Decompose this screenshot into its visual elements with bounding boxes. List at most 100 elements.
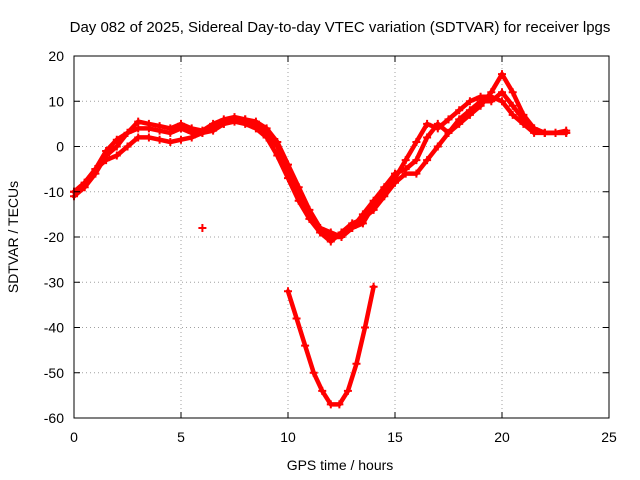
y-tick-label: 0 <box>56 139 64 155</box>
data-point <box>361 323 370 332</box>
x-tick-label: 25 <box>601 429 617 445</box>
data-point <box>391 174 399 183</box>
series-track-c <box>70 92 571 241</box>
data-point <box>91 165 100 174</box>
x-tick-label: 0 <box>70 429 78 445</box>
data-point <box>465 106 474 115</box>
data-point <box>305 210 314 219</box>
y-tick-label: -40 <box>44 320 64 336</box>
y-tick-label: -20 <box>44 229 64 245</box>
data-point <box>102 147 111 156</box>
data-point <box>423 133 432 142</box>
data-point <box>187 133 196 142</box>
data-point <box>401 156 410 165</box>
data-point <box>337 233 346 241</box>
y-tick-label: 10 <box>48 93 64 109</box>
series-line <box>71 89 569 244</box>
data-point <box>251 119 260 128</box>
y-tick-label: 20 <box>48 48 64 64</box>
data-point <box>423 119 432 128</box>
data-point <box>209 126 218 135</box>
data-point <box>412 156 421 165</box>
data-point <box>530 128 539 137</box>
data-point <box>562 128 571 137</box>
data-point <box>551 128 560 137</box>
data-point <box>155 135 164 144</box>
data-point <box>498 88 506 97</box>
data-point <box>273 142 282 151</box>
data-point <box>112 142 121 151</box>
grid-lines <box>74 56 609 418</box>
data-point <box>465 97 474 106</box>
data-point <box>309 368 318 377</box>
data-point <box>343 386 352 395</box>
data-point <box>292 314 301 323</box>
data-point <box>316 223 325 232</box>
data-point <box>369 201 378 210</box>
data-point <box>423 156 432 165</box>
data-point <box>335 400 344 409</box>
data-point <box>134 117 143 126</box>
data-point <box>540 128 549 137</box>
data-point <box>498 70 506 79</box>
axis-ticks: 0 5 10 15 20 25 20 10 0 -10 -20 -30 -40 -50 -60 <box>44 48 617 445</box>
data-point <box>444 115 453 124</box>
data-point <box>455 115 464 124</box>
data-point <box>123 128 132 137</box>
data-point <box>230 115 239 124</box>
data-series <box>70 70 571 409</box>
y-tick-label: -10 <box>44 184 64 200</box>
data-point <box>498 97 506 106</box>
data-point <box>519 119 528 128</box>
data-point <box>144 124 153 133</box>
data-point <box>369 282 378 291</box>
series-track-b <box>70 88 571 246</box>
data-point <box>112 135 121 144</box>
data-point <box>455 106 464 115</box>
data-point <box>177 135 185 144</box>
data-point <box>433 124 442 133</box>
x-tick-label: 10 <box>280 429 296 445</box>
data-point <box>508 110 517 119</box>
data-point <box>401 169 410 178</box>
x-tick-label: 5 <box>177 429 185 445</box>
data-point <box>476 92 485 101</box>
data-point <box>348 223 357 232</box>
data-point <box>219 119 228 128</box>
data-point <box>326 237 335 246</box>
data-point <box>284 287 292 296</box>
data-point <box>326 228 335 237</box>
data-point <box>326 400 335 409</box>
y-axis-label: SDTVAR / TECUs <box>5 181 21 293</box>
series-isolated-point <box>198 223 207 232</box>
x-axis-label: GPS time / hours <box>287 457 394 473</box>
y-tick-label: -30 <box>44 274 64 290</box>
chart-title: Day 082 of 2025, Sidereal Day-to-day VTE… <box>70 19 611 36</box>
data-point <box>134 133 143 142</box>
y-tick-label: -60 <box>44 410 64 426</box>
data-point <box>144 133 153 142</box>
data-point <box>508 88 517 97</box>
x-tick-label: 20 <box>494 429 510 445</box>
data-point <box>294 187 303 196</box>
series-line <box>285 284 376 407</box>
data-point <box>358 219 367 228</box>
data-point <box>444 128 453 137</box>
data-point <box>318 386 327 395</box>
x-tick-label: 15 <box>387 429 403 445</box>
data-point <box>262 128 271 137</box>
series-line <box>71 94 569 240</box>
data-point <box>241 115 250 124</box>
data-point <box>134 124 143 133</box>
y-tick-label: -50 <box>44 365 64 381</box>
data-point <box>123 142 132 151</box>
data-point <box>177 124 185 133</box>
series-secondary-arc <box>284 282 378 409</box>
data-point <box>155 126 164 135</box>
data-point <box>433 142 442 151</box>
data-point <box>80 178 89 187</box>
data-point <box>166 128 175 137</box>
data-point <box>301 341 310 350</box>
data-point <box>412 137 421 146</box>
